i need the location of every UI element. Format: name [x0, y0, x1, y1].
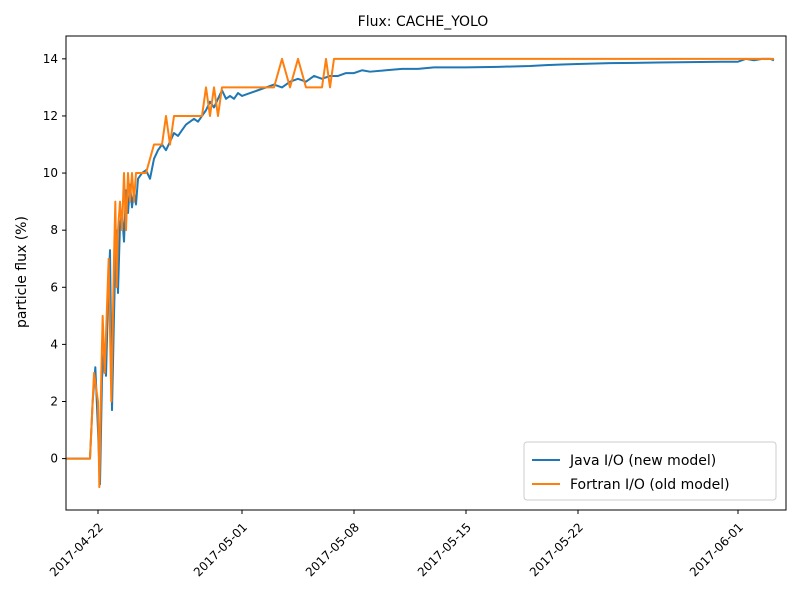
x-tick-label: 2017-05-01 — [191, 520, 250, 579]
legend-box — [523, 441, 777, 501]
legend-label-0: Java I/O (new model) — [569, 453, 716, 469]
y-tick-label: 14 — [43, 52, 58, 66]
y-tick-label: 2 — [50, 394, 58, 408]
x-tick-label: 2017-06-01 — [687, 520, 746, 579]
x-tick-label: 2017-05-15 — [415, 520, 474, 579]
y-tick-label: 10 — [43, 166, 58, 180]
y-tick-label: 6 — [50, 280, 58, 294]
x-tick-label: 2017-05-08 — [303, 520, 362, 579]
chart-title: Flux: CACHE_YOLO — [358, 14, 489, 30]
y-tick-label: 12 — [43, 109, 58, 123]
x-tick-label: 2017-04-22 — [47, 520, 106, 579]
legend: Java I/O (new model) Fortran I/O (old mod… — [523, 441, 777, 501]
plot-frame — [65, 35, 787, 511]
y-tick-label: 0 — [50, 452, 58, 466]
legend-label-1: Fortran I/O (old model) — [570, 477, 730, 493]
y-tick-label: 4 — [50, 337, 58, 351]
y-axis-label: particle flux (%) — [14, 216, 30, 328]
y-tick-label: 8 — [50, 223, 58, 237]
x-tick-label: 2017-05-22 — [527, 520, 586, 579]
series-line-1 — [66, 57, 774, 489]
